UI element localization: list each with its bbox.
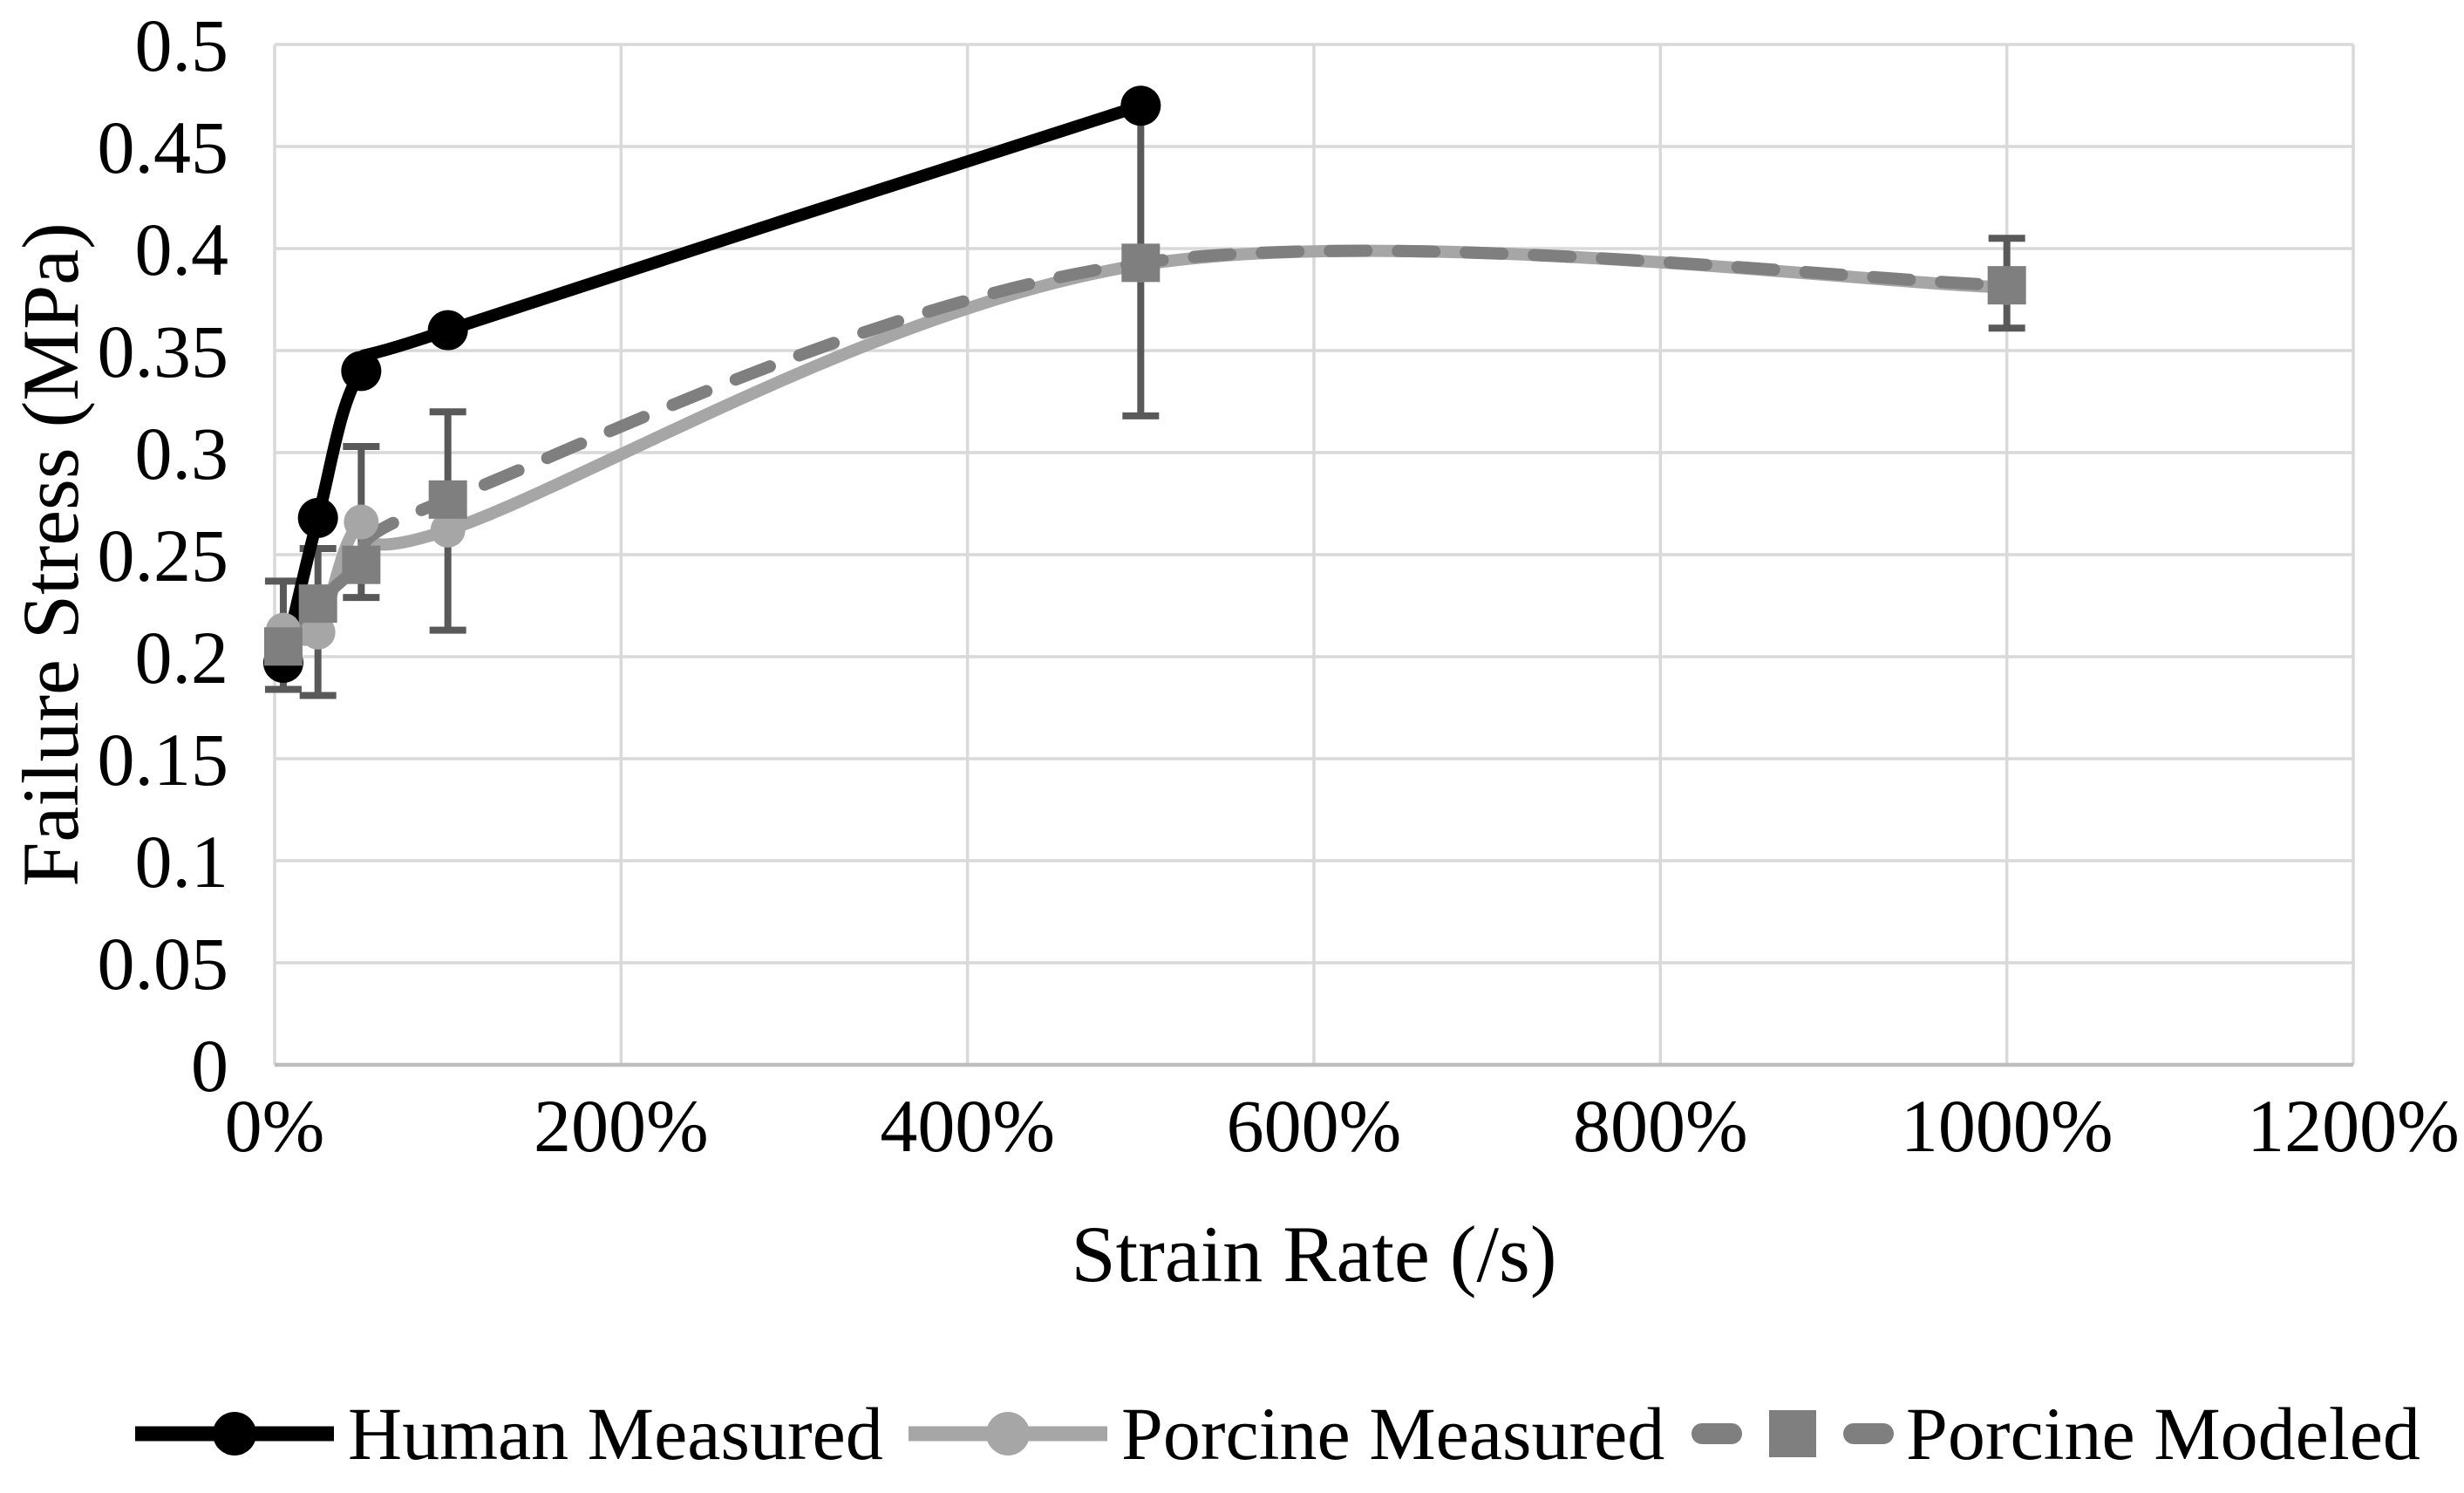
y-tick-label: 0.25 [98, 514, 229, 597]
series-line-porcine-modeled [276, 244, 2013, 653]
human-measured-line-circle-icon [135, 1412, 334, 1456]
gridlines [273, 43, 2355, 1067]
y-tick-label: 0.05 [98, 922, 229, 1006]
tick-labels: 0% 200% 400% 600% 800% 1000% 1200% 0 0.05 0.1 0.15… [98, 3, 2460, 1168]
x-tick-label: 1200% [2247, 1084, 2460, 1168]
y-tick-label: 0.35 [98, 310, 229, 393]
marker-square-porcine-modeled [428, 480, 467, 519]
x-axis-title: Strain Rate (/s) [1071, 1210, 1557, 1299]
y-tick-label: 0.15 [98, 718, 229, 801]
marker-circle-human-measured [1120, 85, 1161, 126]
legend-circle-marker-icon [986, 1412, 1030, 1456]
marker-circle-human-measured [427, 310, 468, 351]
legend-label: Human Measured [348, 1392, 883, 1476]
series-line-porcine-measured [281, 244, 2007, 646]
x-tick-label: 200% [534, 1084, 709, 1168]
legend-square-marker-icon [1769, 1410, 1816, 1457]
legend-label: Porcine Measured [1121, 1392, 1665, 1476]
y-tick-label: 0.3 [135, 412, 229, 495]
legend-label: Porcine Modeled [1906, 1392, 2420, 1476]
x-tick-label: 0% [225, 1084, 325, 1168]
legend-circle-marker-icon [213, 1412, 256, 1456]
marker-square-porcine-modeled [342, 545, 381, 584]
x-tick-label: 600% [1227, 1084, 1402, 1168]
series-lines [276, 99, 2013, 665]
marker-circle-human-measured [341, 351, 382, 392]
marker-square-porcine-modeled [298, 584, 337, 624]
legend: Human Measured Porcine Measured Porcine … [0, 1392, 2464, 1479]
porcine-measured-line-circle-icon [909, 1412, 1107, 1456]
legend-item-human-measured: Human Measured [133, 1392, 883, 1476]
legend-dash-sample [1843, 1423, 1894, 1444]
legend-item-porcine-modeled: Porcine Modeled [1691, 1392, 2420, 1476]
x-tick-label: 1000% [1901, 1084, 2113, 1168]
legend-item-porcine-measured: Porcine Measured [907, 1392, 1664, 1476]
marker-circle-porcine-measured [344, 504, 379, 540]
y-tick-label: 0.4 [135, 208, 229, 291]
series-line-human-measured [277, 99, 1143, 665]
y-tick-label: 0.1 [135, 820, 229, 903]
y-tick-label: 0.45 [98, 106, 229, 189]
y-tick-label: 0.5 [135, 3, 229, 87]
y-tick-label: 0 [191, 1024, 228, 1108]
series-markers [262, 85, 2026, 684]
legend-dash-sample [1691, 1423, 1742, 1444]
marker-circle-porcine-measured [300, 614, 336, 650]
marker-circle-porcine-measured [430, 512, 466, 548]
x-tick-label: 800% [1573, 1084, 1748, 1168]
y-axis-title: Failure Stress (MPa) [6, 222, 95, 887]
y-tick-label: 0.2 [135, 616, 229, 699]
marker-square-porcine-modeled [1987, 266, 2026, 305]
porcine-modeled-dash-square-icon [1691, 1410, 1894, 1457]
marker-square-porcine-modeled [263, 627, 303, 666]
marker-square-porcine-modeled [1121, 243, 1161, 283]
marker-circle-human-measured [297, 497, 338, 538]
error-bars [264, 98, 2025, 699]
x-tick-label: 400% [880, 1084, 1055, 1168]
